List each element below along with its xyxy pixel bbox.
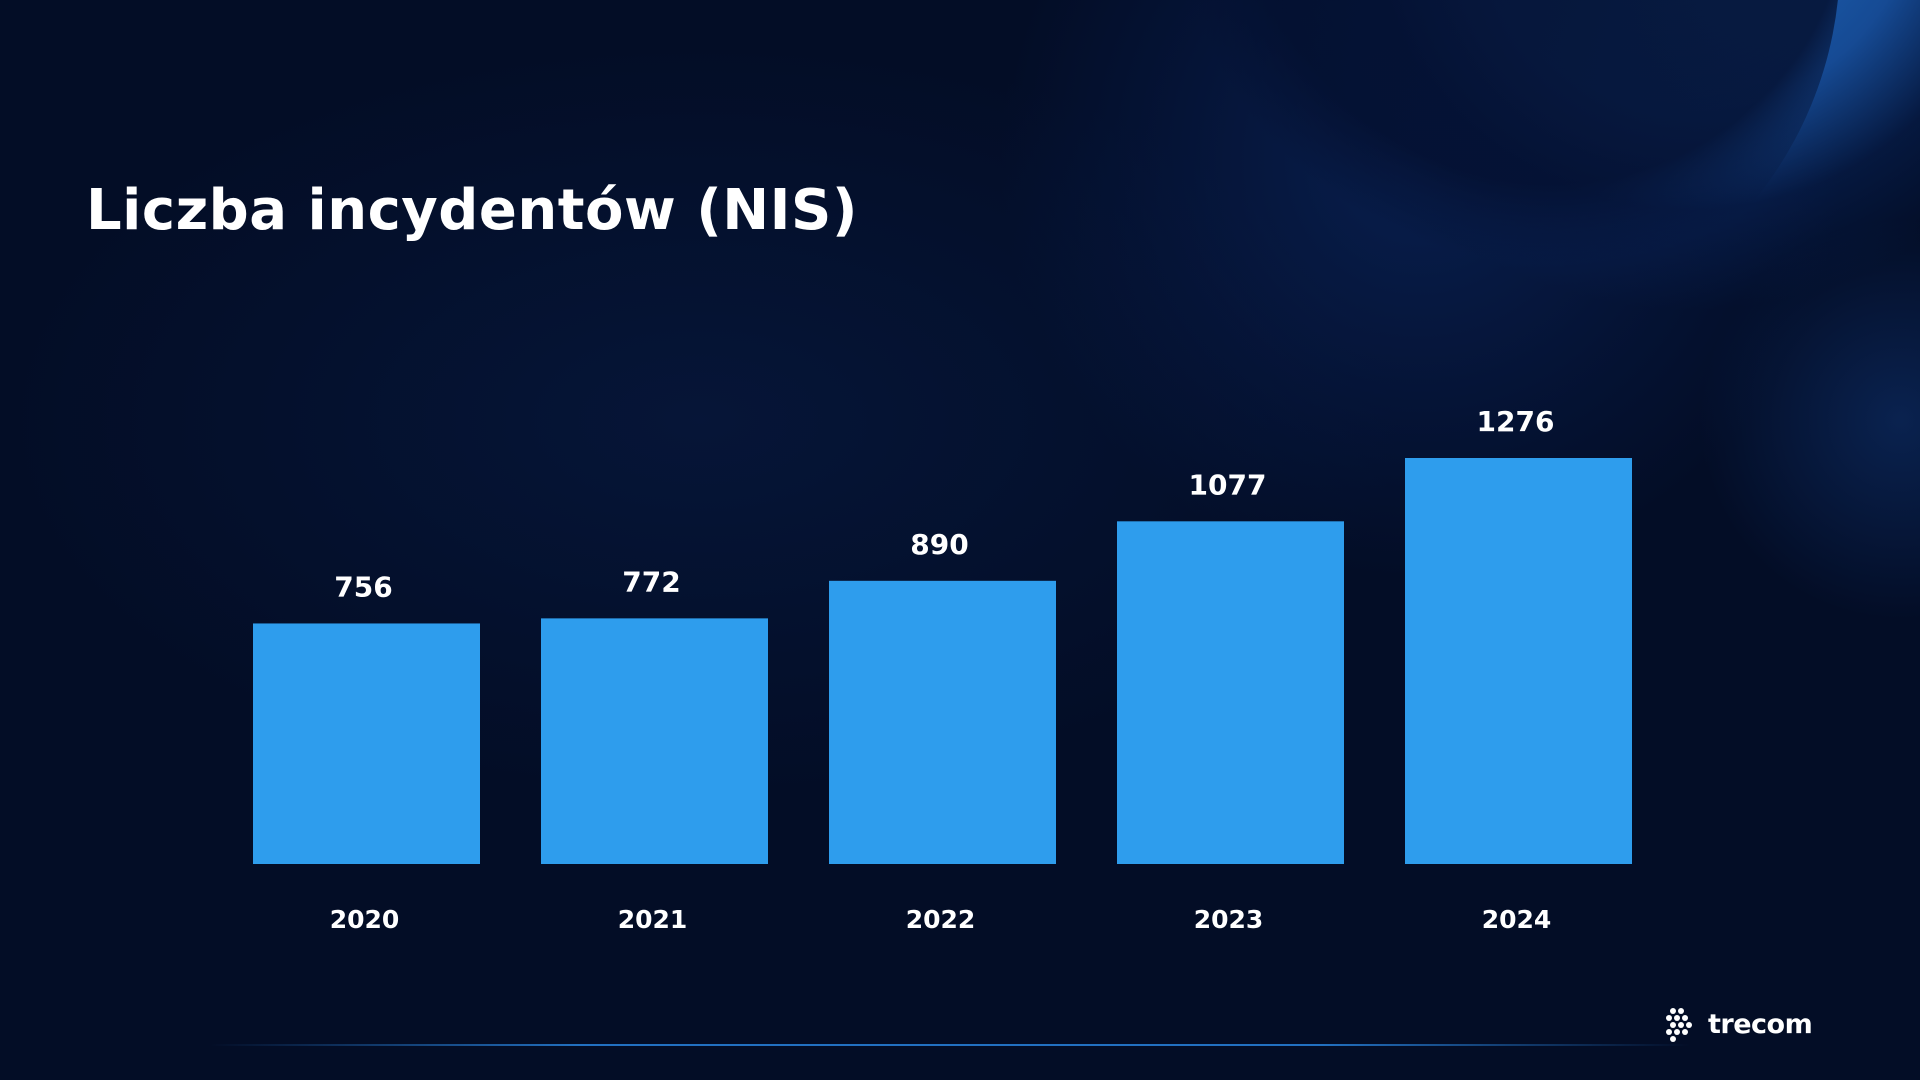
data-label-2023: 1077: [1189, 468, 1267, 501]
trecom-logo: trecom: [1664, 1004, 1813, 1044]
data-label-2024: 1276: [1477, 405, 1555, 438]
data-label-2020: 756: [334, 570, 392, 603]
x-tick-label-2023: 2023: [1194, 905, 1264, 934]
x-tick-label-2022: 2022: [906, 905, 976, 934]
bar-2021: [541, 618, 768, 864]
data-label-2021: 772: [622, 565, 680, 598]
bar-2020: [253, 623, 480, 864]
bar-2024: [1405, 458, 1632, 864]
page-title: Liczba incydentów (NIS): [86, 178, 858, 243]
x-tick-label-2020: 2020: [330, 905, 400, 934]
data-label-2022: 890: [910, 528, 968, 561]
bar-2022: [829, 580, 1056, 864]
x-tick-label-2021: 2021: [618, 905, 688, 934]
brand-name: trecom: [1708, 1008, 1813, 1040]
bar-2023: [1117, 521, 1344, 864]
trecom-logo-icon: [1666, 1008, 1692, 1042]
x-tick-label-2024: 2024: [1482, 905, 1552, 934]
bottom-divider: [210, 1044, 1690, 1046]
